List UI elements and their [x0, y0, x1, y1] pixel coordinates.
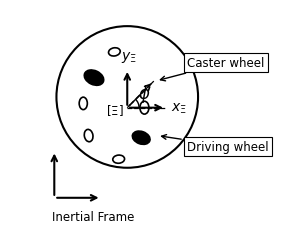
Text: $[\Xi]$: $[\Xi]$ — [106, 103, 123, 118]
Text: Caster wheel: Caster wheel — [160, 57, 265, 81]
Ellipse shape — [132, 131, 150, 145]
Text: $\phi$: $\phi$ — [138, 82, 151, 104]
Text: Inertial Frame: Inertial Frame — [52, 210, 135, 223]
Ellipse shape — [84, 71, 104, 86]
Text: $y_{\Xi}$: $y_{\Xi}$ — [121, 50, 137, 64]
Text: Driving wheel: Driving wheel — [162, 135, 269, 153]
Text: $x_{\Xi}$: $x_{\Xi}$ — [171, 101, 187, 115]
